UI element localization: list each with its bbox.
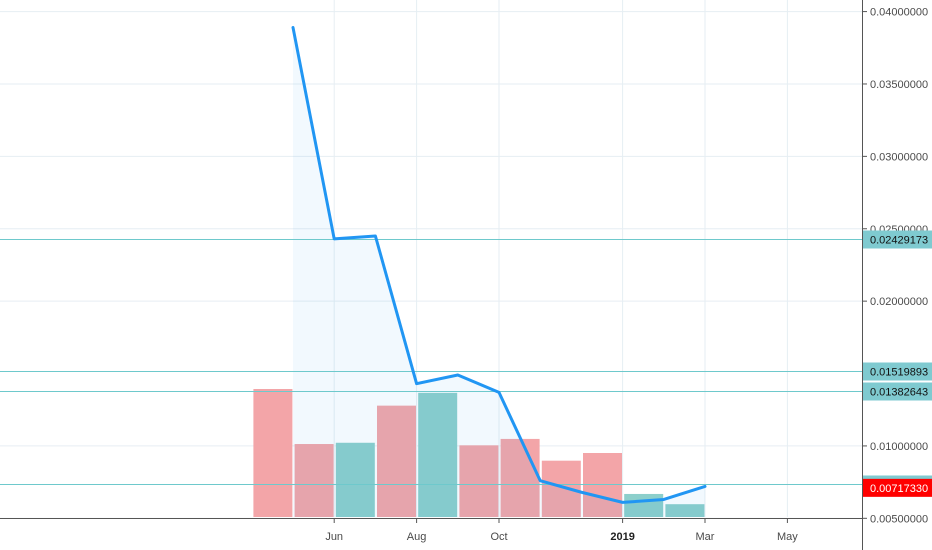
x-tick-label: Aug <box>407 531 427 543</box>
price-axis[interactable]: 0.040000000.035000000.030000000.02500000… <box>862 0 932 550</box>
price-line <box>291 26 707 504</box>
price-area-fill <box>293 27 705 518</box>
x-tick-label: Mar <box>696 531 715 543</box>
x-tick-label: Jun <box>325 531 343 543</box>
horizontal-line-label: 0.01519893 <box>870 367 928 379</box>
volume-bar <box>500 438 540 517</box>
last-price-label: 0.00717330 <box>870 483 928 495</box>
horizontal-line-label: 0.01382643 <box>870 387 928 399</box>
volume-bar <box>418 392 458 517</box>
price-line-layer <box>291 26 707 504</box>
volume-bars <box>253 389 705 517</box>
y-tick-label: 0.03500000 <box>870 79 928 91</box>
y-tick-label: 0.02000000 <box>870 296 928 308</box>
price-area <box>293 27 705 518</box>
horizontal-line-label: 0.02429173 <box>870 235 928 247</box>
horizontal-lines <box>0 239 862 485</box>
horizontal-line-label-bg <box>863 382 932 401</box>
volume-bar <box>665 504 705 517</box>
last-price-label-bg <box>863 478 932 497</box>
volume-bar <box>377 405 416 517</box>
horizontal-line-label-bg <box>863 230 932 249</box>
horizontal-line-label-bg <box>863 362 932 381</box>
x-tick-label: May <box>777 531 798 543</box>
y-tick-label: 0.04000000 <box>870 7 928 19</box>
y-tick-label: 0.00500000 <box>870 513 928 525</box>
time-axis-bg <box>0 518 862 550</box>
volume-bar <box>459 445 499 517</box>
x-tick-label: 2019 <box>610 531 634 543</box>
y-tick-label: 0.01000000 <box>870 441 928 453</box>
x-tick-label: Oct <box>490 531 507 543</box>
price-axis-bg <box>862 0 932 550</box>
volume-bar <box>253 389 293 517</box>
y-tick-label: 0.03000000 <box>870 151 928 163</box>
volume-bar <box>294 444 334 517</box>
volume-bar <box>335 442 375 517</box>
time-axis[interactable]: Jun Aug Oct 2019 Mar May <box>0 518 863 550</box>
